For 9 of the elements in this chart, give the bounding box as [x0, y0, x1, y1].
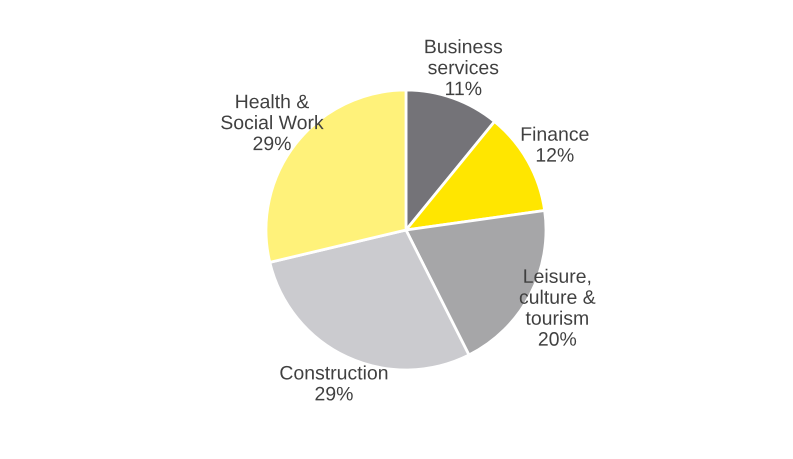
- data-label: 29%: [315, 386, 353, 401]
- slice-label: Leisure, culture & tourism: [520, 268, 596, 325]
- slice-label: Construction: [280, 365, 388, 380]
- slice-label: Business services: [425, 39, 502, 74]
- data-label: 29%: [254, 136, 291, 150]
- data-label: 11%: [446, 82, 482, 96]
- data-label: 20%: [538, 332, 576, 346]
- data-label: 12%: [536, 148, 574, 162]
- slice-label: Finance: [522, 126, 589, 141]
